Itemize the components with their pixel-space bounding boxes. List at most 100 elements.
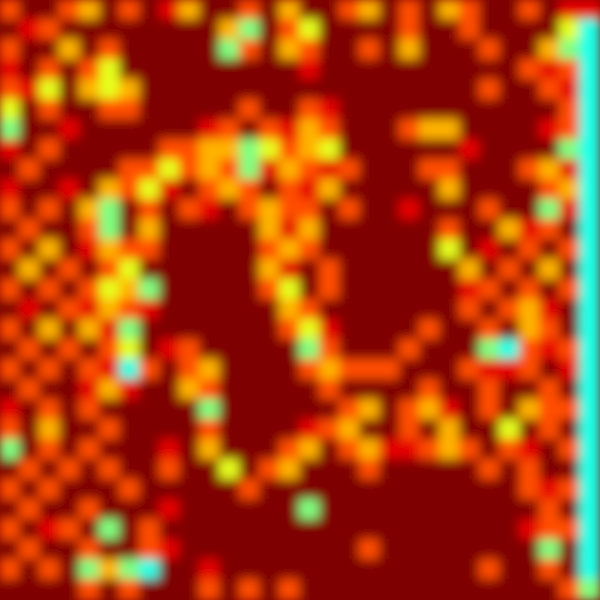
heat-cell xyxy=(139,59,161,81)
heat-cell xyxy=(99,179,121,201)
heat-cell xyxy=(59,139,81,161)
heat-cell xyxy=(299,519,321,541)
heat-cell xyxy=(259,99,281,121)
heat-cell xyxy=(519,59,541,81)
heat-cell xyxy=(559,559,581,581)
heat-cell xyxy=(399,519,421,541)
heat-cell xyxy=(319,0,341,21)
heat-cell xyxy=(479,259,501,281)
heat-cell xyxy=(519,459,541,481)
heat-cell xyxy=(299,239,321,261)
heat-cell xyxy=(139,379,161,401)
heat-cell xyxy=(359,59,381,81)
heat-cell xyxy=(39,459,61,481)
heat-cell xyxy=(239,59,261,81)
heat-cell xyxy=(339,299,361,321)
heat-cell xyxy=(459,479,481,501)
heat-cell xyxy=(299,179,321,201)
heat-cell xyxy=(19,299,41,321)
heat-cell xyxy=(19,239,41,261)
heat-cell xyxy=(199,379,221,401)
heat-cell xyxy=(399,159,421,181)
heat-cell xyxy=(319,339,341,361)
heat-cell xyxy=(539,159,561,181)
heat-cell xyxy=(19,439,41,461)
heat-cell xyxy=(579,39,600,61)
heat-cell xyxy=(99,219,121,241)
heat-cell xyxy=(59,459,81,481)
heat-cell xyxy=(479,219,501,241)
heat-cell xyxy=(339,199,361,221)
heat-cell xyxy=(39,0,61,21)
heat-cell xyxy=(339,319,361,341)
heat-cell xyxy=(519,179,541,201)
heat-cell xyxy=(339,459,361,481)
heat-cell xyxy=(339,119,361,141)
heat-cell xyxy=(239,499,261,521)
heat-cell xyxy=(79,479,101,501)
heat-cell xyxy=(379,459,401,481)
heat-cell xyxy=(219,0,241,21)
heat-cell xyxy=(399,299,421,321)
heat-cell xyxy=(139,219,161,241)
heat-cell xyxy=(179,139,201,161)
heat-cell xyxy=(239,519,261,541)
heat-cell xyxy=(279,139,301,161)
heat-cell xyxy=(559,439,581,461)
heat-cell xyxy=(259,379,281,401)
heat-cell xyxy=(339,479,361,501)
heat-cell xyxy=(379,99,401,121)
heat-cell xyxy=(259,519,281,541)
heat-cell xyxy=(319,419,341,441)
heat-cell xyxy=(519,99,541,121)
heat-cell xyxy=(139,279,161,301)
heat-cell xyxy=(219,459,241,481)
heat-cell xyxy=(79,519,101,541)
heat-cell xyxy=(119,399,141,421)
heat-cell xyxy=(139,479,161,501)
heat-cell xyxy=(579,59,600,81)
heat-cell xyxy=(279,539,301,561)
heat-cell xyxy=(339,519,361,541)
heat-cell xyxy=(59,219,81,241)
heat-cell xyxy=(79,279,101,301)
heat-cell xyxy=(439,439,461,461)
heat-cell xyxy=(79,0,101,21)
heat-cell xyxy=(219,119,241,141)
heat-cell xyxy=(399,359,421,381)
heat-cell xyxy=(39,239,61,261)
heat-cell xyxy=(519,19,541,41)
heat-cell xyxy=(359,199,381,221)
heat-cell xyxy=(459,339,481,361)
heat-cell xyxy=(199,579,221,600)
heat-cell xyxy=(59,379,81,401)
heat-cell xyxy=(39,159,61,181)
heat-cell xyxy=(119,499,141,521)
heat-cell xyxy=(399,219,421,241)
heat-cell xyxy=(499,119,521,141)
heat-cell xyxy=(279,459,301,481)
heat-cell xyxy=(559,0,581,21)
heat-cell xyxy=(119,539,141,561)
heat-cell xyxy=(199,359,221,381)
heat-cell xyxy=(299,279,321,301)
heat-cell xyxy=(39,319,61,341)
heat-cell xyxy=(499,499,521,521)
heat-cell xyxy=(459,379,481,401)
heat-cell xyxy=(39,79,61,101)
heat-cell xyxy=(379,159,401,181)
heat-cell xyxy=(539,119,561,141)
heat-cell xyxy=(219,579,241,600)
heat-cell xyxy=(359,459,381,481)
heat-cell xyxy=(119,339,141,361)
heat-cell xyxy=(159,559,181,581)
heat-cell xyxy=(139,259,161,281)
heat-cell xyxy=(239,199,261,221)
heat-cell xyxy=(139,0,161,21)
plot-area xyxy=(0,0,600,600)
heat-cell xyxy=(579,359,600,381)
heat-cell xyxy=(399,0,421,21)
heat-cell xyxy=(459,139,481,161)
heat-cell xyxy=(339,159,361,181)
heat-cell xyxy=(119,479,141,501)
